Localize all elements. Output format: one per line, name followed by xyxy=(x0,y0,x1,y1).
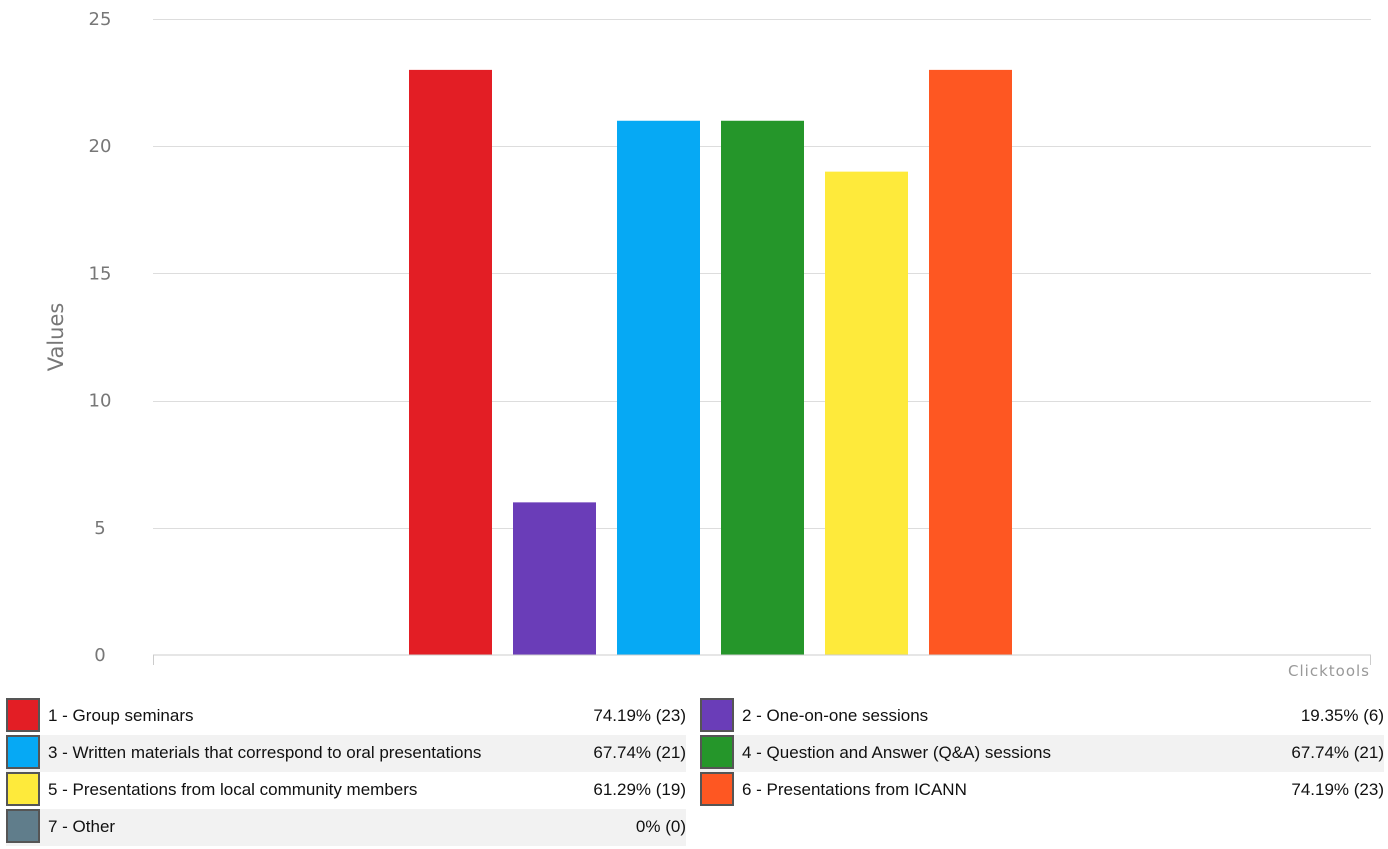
legend-label: 4 - Question and Answer (Q&A) sessions xyxy=(742,743,1051,762)
legend-item-written-materials: 3 - Written materials that correspond to… xyxy=(6,735,686,772)
legend-label: 1 - Group seminars xyxy=(48,706,194,725)
legend: 1 - Group seminars 74.19% (23) 2 - One-o… xyxy=(0,698,1388,846)
legend-label: 6 - Presentations from ICANN xyxy=(742,780,967,799)
legend-row: 5 - Presentations from local community m… xyxy=(0,772,1388,809)
legend-value: 67.74% (21) xyxy=(593,743,686,762)
y-tick-label: 15 xyxy=(89,263,112,284)
legend-swatch xyxy=(6,735,40,769)
y-tick-label: 20 xyxy=(89,136,112,157)
legend-value: 19.35% (6) xyxy=(1300,706,1384,725)
y-tick-label: 10 xyxy=(89,391,112,412)
legend-value: 74.19% (23) xyxy=(1291,780,1384,799)
bar-1 xyxy=(409,69,492,655)
y-tick-label: 5 xyxy=(94,518,105,539)
bar-6 xyxy=(929,69,1012,655)
legend-label: 2 - One-on-one sessions xyxy=(742,706,929,725)
bar-4 xyxy=(721,120,804,655)
legend-label: 5 - Presentations from local community m… xyxy=(48,780,418,799)
legend-value: 61.29% (19) xyxy=(593,780,686,799)
legend-value: 74.19% (23) xyxy=(593,706,686,725)
y-axis-ticks: 0 5 10 15 20 25 xyxy=(89,9,112,666)
legend-label: 3 - Written materials that correspond to… xyxy=(48,743,482,762)
legend-item-group-seminars: 1 - Group seminars 74.19% (23) xyxy=(6,698,686,735)
bar-chart: 0 5 10 15 20 25 Values Clicktools xyxy=(44,9,1371,680)
bar-5 xyxy=(825,171,908,655)
y-tick-label: 0 xyxy=(94,645,105,666)
bars xyxy=(409,69,1012,655)
credit-label: Clicktools xyxy=(1288,662,1370,680)
legend-row: 1 - Group seminars 74.19% (23) 2 - One-o… xyxy=(0,698,1388,735)
legend-item-icann: 6 - Presentations from ICANN 74.19% (23) xyxy=(700,772,1384,809)
legend-swatch xyxy=(700,735,734,769)
legend-item-other: 7 - Other 0% (0) xyxy=(6,809,686,846)
legend-swatch xyxy=(700,772,734,806)
legend-swatch xyxy=(700,698,734,732)
legend-swatch xyxy=(6,772,40,806)
legend-label: 7 - Other xyxy=(48,817,116,836)
legend-item-one-on-one-sessions: 2 - One-on-one sessions 19.35% (6) xyxy=(700,698,1384,735)
legend-value: 67.74% (21) xyxy=(1291,743,1384,762)
legend-row: 7 - Other 0% (0) xyxy=(0,809,1388,846)
bar-3 xyxy=(617,120,700,655)
bar-2 xyxy=(513,502,596,655)
legend-swatch xyxy=(6,698,40,732)
y-tick-label: 25 xyxy=(89,9,112,30)
legend-value: 0% (0) xyxy=(635,817,686,836)
y-axis-label: Values xyxy=(44,303,68,372)
legend-row: 3 - Written materials that correspond to… xyxy=(0,735,1388,772)
legend-item-local-community: 5 - Presentations from local community m… xyxy=(6,772,686,809)
legend-item-qa-sessions: 4 - Question and Answer (Q&A) sessions 6… xyxy=(700,735,1384,772)
legend-swatch xyxy=(6,809,40,843)
